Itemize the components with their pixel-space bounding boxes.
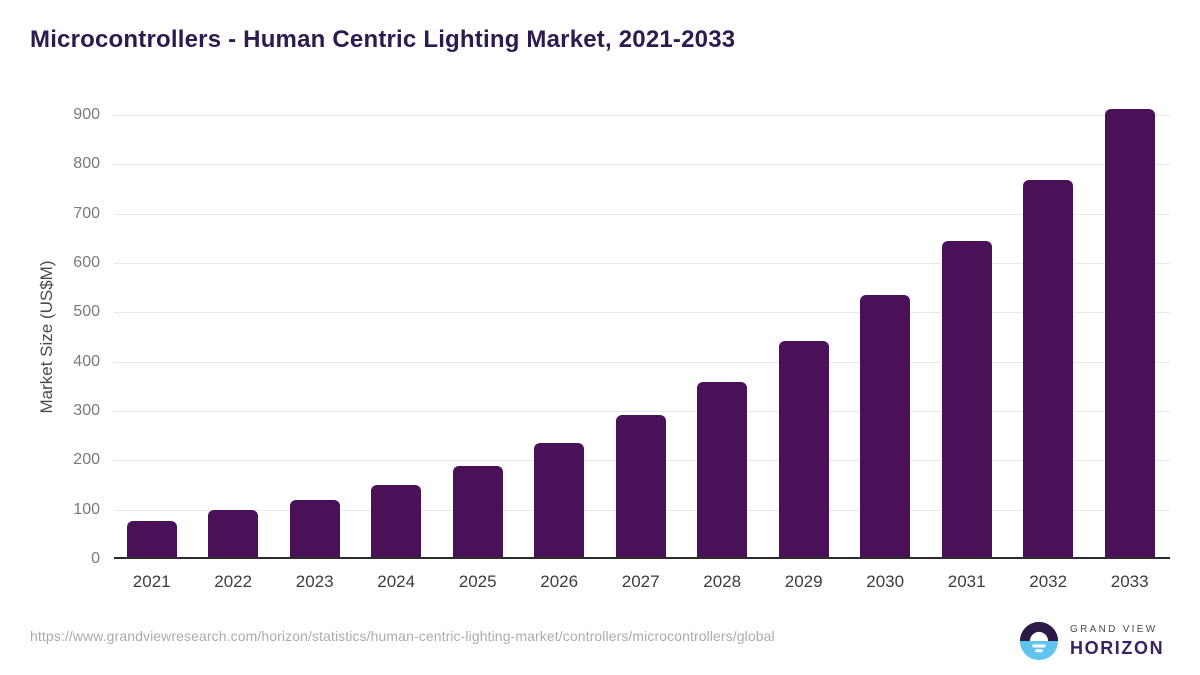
- source-url: https://www.grandviewresearch.com/horizo…: [30, 628, 775, 644]
- y-tick-label: 100: [73, 500, 100, 518]
- gridline: [114, 411, 1170, 412]
- logo-text: GRAND VIEW HORIZON: [1070, 624, 1164, 659]
- x-tick-label: 2026: [540, 572, 579, 591]
- x-tick-label: 2024: [377, 572, 416, 591]
- gridline: [114, 213, 1170, 215]
- bar-2028: [697, 381, 748, 557]
- bar-2033: [1104, 109, 1155, 557]
- y-tick-label: 800: [73, 155, 100, 173]
- x-tick-label: 2031: [947, 572, 986, 591]
- y-tick-label: 900: [73, 106, 100, 123]
- logo-product-line: HORIZON: [1070, 637, 1165, 658]
- bar-2022: [208, 510, 259, 557]
- grand-view-horizon-logo-icon: [1019, 621, 1059, 661]
- logo-brand-line: GRAND VIEW: [1070, 623, 1158, 635]
- x-axis-labels: 2021 2022 2023 2024 2025 2026 2027 2028 2029 2030…: [114, 572, 1170, 598]
- bar-2030: [860, 295, 911, 557]
- gridline: [114, 263, 1170, 264]
- y-axis-title: Market Size (US$M): [37, 260, 56, 414]
- grand-view-horizon-logo: GRAND VIEW HORIZON: [1018, 618, 1178, 664]
- bar-2032: [1023, 179, 1074, 557]
- x-tick-label: 2032: [1029, 572, 1068, 591]
- x-tick-label: 2022: [214, 572, 253, 591]
- y-tick-label: 500: [73, 303, 100, 321]
- y-tick-label: 700: [73, 204, 100, 222]
- y-tick-label: 0: [91, 550, 100, 567]
- y-tick-label: 600: [73, 254, 100, 271]
- bar-2029: [778, 340, 829, 557]
- y-tick-label: 400: [73, 352, 100, 370]
- bar-2025: [452, 466, 503, 557]
- gridline: [114, 164, 1170, 166]
- x-tick-label: 2033: [1110, 572, 1149, 591]
- x-tick-label: 2023: [295, 572, 334, 591]
- x-tick-label: 2025: [458, 572, 497, 591]
- bar-2026: [534, 442, 585, 557]
- x-tick-label: 2027: [621, 572, 660, 591]
- x-tick-label: 2029: [784, 572, 823, 591]
- bar-2031: [941, 241, 992, 557]
- gridline: [114, 312, 1170, 314]
- x-tick-label: 2030: [866, 572, 905, 591]
- bar-2027: [615, 415, 666, 557]
- plot-area: 0 100 200 300 400 500 600 700 800 900: [73, 106, 1170, 567]
- x-tick-label: 2028: [703, 572, 742, 591]
- bar-2024: [371, 484, 422, 557]
- x-tick-label: 2021: [132, 572, 171, 591]
- y-tick-label: 300: [73, 402, 100, 419]
- gridline: [114, 361, 1170, 363]
- bar-2021: [126, 521, 177, 557]
- chart-title: Microcontrollers - Human Centric Lightin…: [30, 26, 736, 53]
- gridline: [114, 115, 1170, 116]
- y-tick-label: 200: [73, 451, 100, 469]
- bar-2023: [289, 499, 340, 557]
